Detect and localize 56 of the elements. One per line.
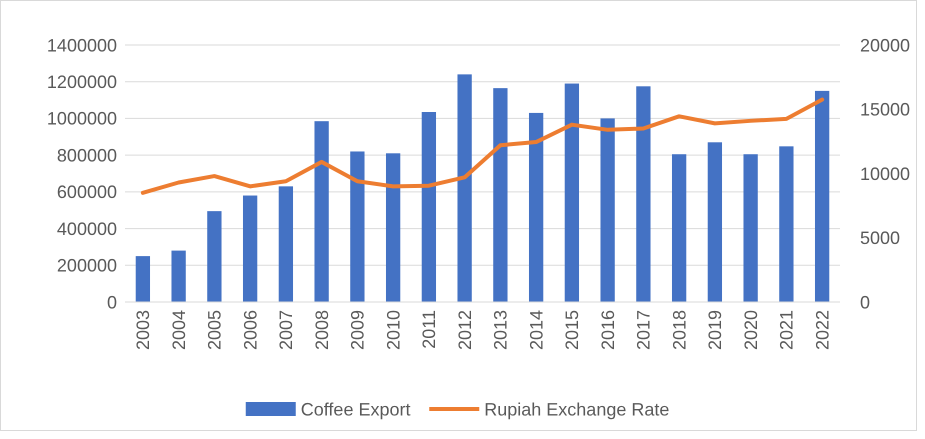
- y-tick-label: 1200000: [46, 72, 117, 92]
- x-tick-label: 2022: [812, 310, 832, 350]
- x-tick-label: 2015: [562, 310, 582, 350]
- y-tick-label: 0: [106, 292, 117, 312]
- x-tick-label: 2010: [383, 310, 404, 350]
- y2-tick-label: 20000: [860, 35, 910, 56]
- bar: [314, 121, 329, 302]
- bar: [600, 118, 615, 302]
- bar: [528, 112, 544, 302]
- legend-label: Coffee Export: [300, 399, 410, 420]
- x-tick-label: 2016: [598, 310, 618, 350]
- line-series: [140, 98, 824, 195]
- bar: [708, 142, 722, 302]
- bar: [136, 256, 150, 302]
- x-tick-label: 2021: [776, 310, 797, 350]
- bar: [779, 146, 794, 302]
- x-tick-label: 2011: [419, 310, 440, 349]
- x-tick-label: 2013: [490, 310, 511, 350]
- bar: [564, 84, 580, 302]
- x-tick-label: 2018: [669, 310, 690, 350]
- y-tick-label: 1000000: [46, 108, 117, 129]
- bar: [422, 112, 436, 302]
- bar: [207, 211, 222, 302]
- y-tick-label: 600000: [56, 182, 117, 202]
- x-tick-label: 2019: [705, 310, 726, 350]
- x-tick-label: 2020: [740, 310, 761, 350]
- x-tick-label: 2014: [526, 310, 546, 350]
- x-tick-label: 2004: [168, 310, 189, 350]
- y-tick-label: 400000: [56, 218, 117, 239]
- bar: [493, 88, 508, 302]
- legend-label: Rupiah Exchange Rate: [484, 399, 670, 420]
- x-tick-label: 2006: [240, 310, 260, 350]
- x-tick-label: 2009: [348, 310, 368, 350]
- bar: [350, 151, 365, 302]
- bar: [171, 250, 186, 302]
- x-tick-label: 2012: [454, 310, 475, 350]
- y2-tick-label: 5000: [860, 228, 900, 248]
- y2-tick-label: 0: [860, 292, 870, 312]
- x-tick-label: 2008: [312, 310, 332, 350]
- x-tick-label: 2003: [133, 310, 154, 350]
- x-tick-label: 2007: [276, 310, 296, 350]
- bar: [814, 90, 830, 302]
- bar: [386, 153, 400, 302]
- bar: [242, 196, 258, 302]
- y2-tick-label: 10000: [860, 164, 910, 184]
- bar: [457, 74, 472, 302]
- x-tick-label: 2005: [204, 310, 225, 350]
- x-tick-label: 2017: [634, 310, 654, 350]
- bar: [672, 154, 686, 302]
- bar: [278, 186, 294, 302]
- bar: [636, 86, 651, 302]
- y-tick-label: 1400000: [46, 35, 117, 56]
- bar: [743, 154, 758, 302]
- y-tick-label: 200000: [56, 256, 117, 276]
- y-tick-label: 800000: [56, 145, 117, 166]
- y2-tick-label: 15000: [860, 100, 910, 120]
